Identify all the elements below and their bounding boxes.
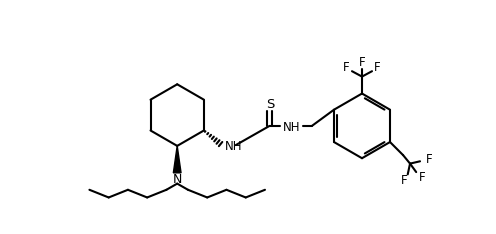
Text: NH: NH: [225, 140, 243, 153]
Text: F: F: [343, 61, 350, 74]
Text: N: N: [173, 172, 182, 186]
Text: F: F: [426, 153, 432, 166]
Text: F: F: [359, 56, 366, 69]
Text: F: F: [401, 174, 407, 187]
Text: NH: NH: [283, 121, 300, 134]
Text: S: S: [266, 98, 275, 111]
Text: F: F: [374, 61, 381, 74]
Polygon shape: [173, 146, 181, 173]
Text: F: F: [419, 171, 426, 184]
